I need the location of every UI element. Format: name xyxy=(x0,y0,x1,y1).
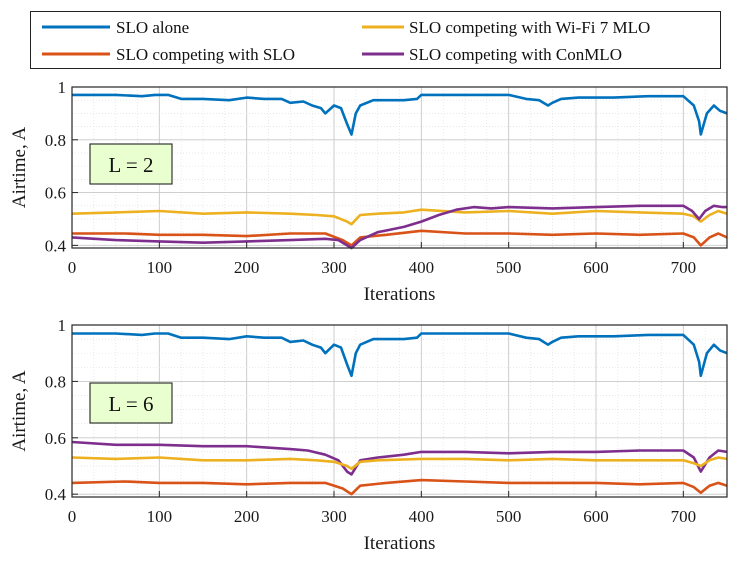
legend: SLO alone SLO competing with SLO SLO com… xyxy=(30,11,721,69)
legend-label-conmlo: SLO competing with ConMLO xyxy=(409,45,622,64)
series-line-wifi7 xyxy=(71,208,728,226)
y-axis-label: Airtime, A xyxy=(9,127,30,209)
tick-group: 0 100 200 300 400 500 600 700 0.4 0.6 0.8 1 xyxy=(45,78,696,277)
y-tick-label: 1 xyxy=(58,316,67,335)
y-tick-label: 0.4 xyxy=(45,236,67,255)
annotation-label: L = 2 xyxy=(109,153,154,177)
x-tick-label: 500 xyxy=(496,507,522,526)
x-axis-label: Iterations xyxy=(364,284,436,305)
series-line-slo xyxy=(71,478,728,496)
x-tick-label: 500 xyxy=(496,258,522,277)
y-tick-label: 1 xyxy=(58,78,67,97)
x-tick-label: 300 xyxy=(321,507,347,526)
x-tick-label: 100 xyxy=(147,507,173,526)
series-line-conmlo xyxy=(71,204,727,250)
x-tick-label: 700 xyxy=(671,258,697,277)
y-axis-label: Airtime, A xyxy=(9,370,30,452)
chart-panel-bottom: 0 100 200 300 400 500 600 700 0.4 0.6 0.8 1 Iterati… xyxy=(9,316,728,554)
x-tick-label: 700 xyxy=(671,507,697,526)
y-tick-label: 0.6 xyxy=(45,184,66,203)
x-tick-label: 0 xyxy=(68,507,77,526)
legend-label-wifi7: SLO competing with Wi-Fi 7 MLO xyxy=(409,18,650,37)
series-line-slo xyxy=(72,229,728,247)
x-tick-label: 600 xyxy=(583,507,609,526)
y-tick-label: 0.8 xyxy=(45,131,66,150)
y-tick-label: 0.6 xyxy=(45,429,66,448)
x-tick-label: 0 xyxy=(68,258,77,277)
series-group xyxy=(71,93,728,250)
annotation-box xyxy=(89,143,173,185)
series-line-wifi7 xyxy=(71,456,728,471)
series-group xyxy=(71,332,728,496)
chart-panel-top: 0 100 200 300 400 500 600 700 0.4 0.6 0.8 1 Iterati… xyxy=(9,78,728,305)
y-tick-label: 0.8 xyxy=(45,372,66,391)
series-line-alone xyxy=(72,93,728,136)
legend-label-slo: SLO competing with SLO xyxy=(116,45,295,64)
x-tick-label: 200 xyxy=(234,507,260,526)
legend-label-alone: SLO alone xyxy=(116,18,189,37)
series-line-conmlo xyxy=(71,440,728,476)
series-line-alone xyxy=(72,332,728,378)
legend-box xyxy=(30,11,721,69)
x-tick-label: 400 xyxy=(409,507,435,526)
x-tick-label: 300 xyxy=(321,258,347,277)
annotation-label: L = 6 xyxy=(109,392,154,416)
annotation-box xyxy=(89,382,173,424)
axes-frame xyxy=(71,324,728,498)
y-tick-label: 0.4 xyxy=(45,485,67,504)
x-tick-label: 600 xyxy=(583,258,609,277)
tick-group: 0 100 200 300 400 500 600 700 0.4 0.6 0.8 1 xyxy=(45,316,696,526)
x-axis-label: Iterations xyxy=(364,533,436,554)
x-tick-label: 200 xyxy=(234,258,260,277)
x-tick-label: 100 xyxy=(147,258,173,277)
x-tick-label: 400 xyxy=(409,258,435,277)
axes-frame xyxy=(71,86,728,249)
